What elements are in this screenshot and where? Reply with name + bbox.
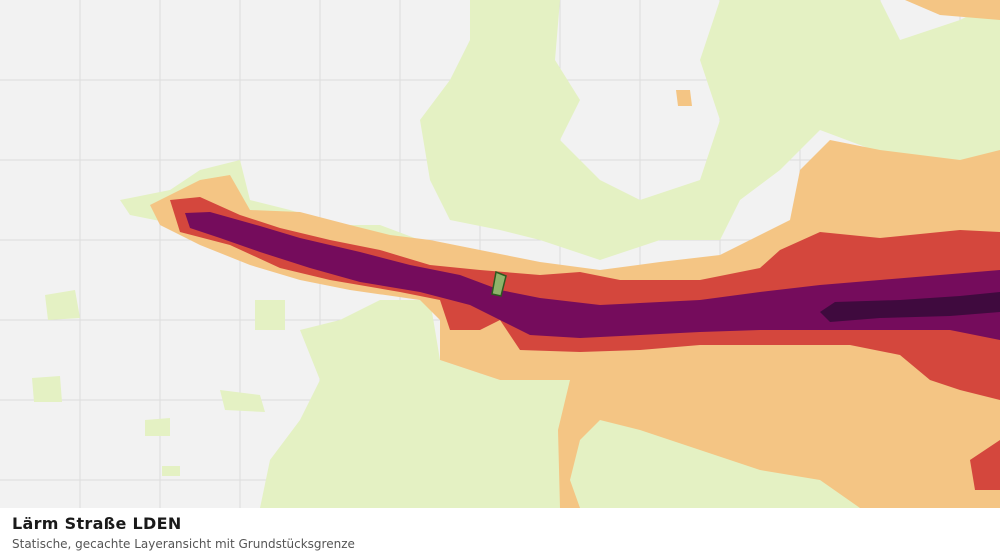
map — [0, 0, 1000, 508]
parcel-boundary — [491, 270, 507, 297]
noise-55-60 — [170, 197, 1000, 490]
layer-title: Lärm Straße LDEN — [12, 514, 182, 533]
layer-subtitle: Statische, gecachte Layeransicht mit Gru… — [12, 537, 355, 551]
noise-60-65 — [185, 212, 1000, 340]
legend-panel: Lärm Straße LDEN Statische, gecachte Lay… — [0, 508, 1000, 560]
noise-65-plus — [820, 292, 1000, 322]
